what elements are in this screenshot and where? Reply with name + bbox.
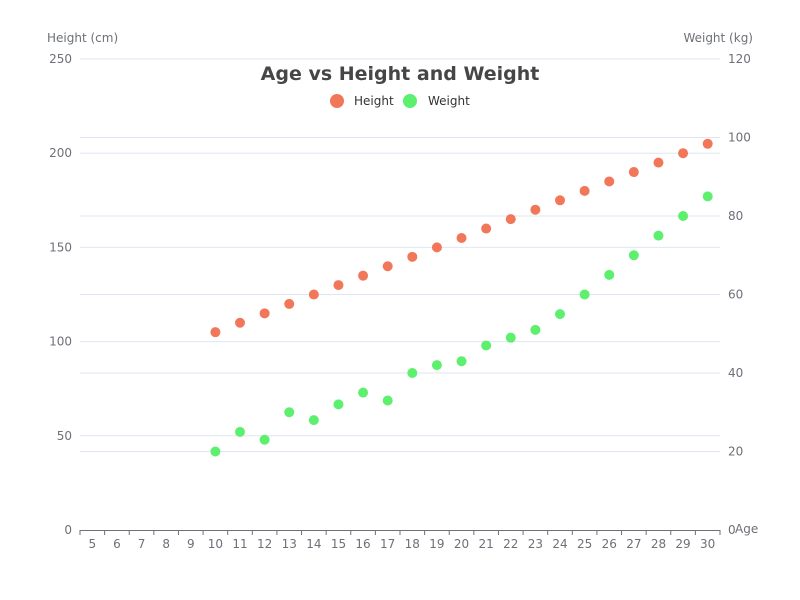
x-tick-label: 12 [257,537,272,551]
x-tick-label: 9 [187,537,195,551]
point-weight [259,434,270,445]
point-height [456,232,467,243]
x-tick-label: 19 [429,537,444,551]
y-right-tick-label: 60 [728,288,743,302]
point-weight [382,395,393,406]
point-height [407,251,418,262]
x-tick-label: 14 [306,537,321,551]
legend-label-weight: Weight [428,94,470,108]
point-weight [555,309,565,320]
legend-item-weight[interactable]: Weight [403,94,470,108]
point-weight [358,387,369,398]
x-tick-label: 8 [162,537,170,551]
y-left-tick-label: 250 [49,52,72,66]
chart-title: Age vs Height and Weight [261,63,540,85]
point-weight [604,269,615,280]
point-weight [628,250,639,261]
point-weight [653,230,664,241]
x-tick-label: 25 [577,537,592,551]
legend-label-height: Height [354,94,394,108]
point-weight [481,340,492,351]
point-height [702,138,713,149]
point-height [530,204,541,215]
y-right-tick-label: 100 [728,131,751,145]
x-tick-label: 18 [405,537,420,551]
x-tick-label: 13 [282,537,297,551]
point-height [235,317,245,328]
y-left-tick-label: 0 [64,523,72,537]
y-left-tick-label: 150 [49,240,72,254]
x-tick-label: 7 [138,537,146,551]
data-points [210,138,713,457]
y-left-tick-label: 50 [57,429,72,443]
x-tick-label: 26 [602,537,617,551]
x-tick-label: 30 [700,537,715,551]
point-height [358,270,369,281]
point-height [284,298,295,309]
point-weight [407,368,418,378]
point-weight [333,399,344,410]
y-right-tick-label: 120 [728,52,751,66]
y-right-tick-label: 40 [728,366,743,380]
legend-marker-weight [403,94,417,108]
point-weight [284,407,295,418]
point-height [210,327,221,338]
x-tick-label: 22 [503,537,518,551]
y-axis-left-label: Height (cm) [47,31,118,45]
point-height [431,242,442,253]
x-tick-label: 11 [232,537,247,551]
legend-item-height[interactable]: Height [330,94,394,108]
point-height [579,185,590,196]
point-weight [678,211,689,221]
x-tick-label: 10 [208,537,223,551]
y-right-tick-label: 0 [728,523,736,537]
x-tick-label: 23 [528,537,543,551]
x-tick-label: 6 [113,537,121,551]
point-height [653,157,664,168]
point-weight [431,360,442,371]
x-tick-label: 21 [479,537,494,551]
point-height [333,280,344,291]
x-tick-label: 20 [454,537,469,551]
point-weight [235,426,245,437]
grid-lines [80,58,720,452]
x-tick-label: 27 [626,537,641,551]
x-tick-label: 17 [380,537,395,551]
legend: Height Weight [330,94,470,108]
y-right-tick-label: 20 [728,445,743,459]
point-weight [702,191,713,202]
point-height [604,176,615,187]
x-tick-label: 5 [88,537,96,551]
y-axis-right-label: Weight (kg) [683,31,753,45]
point-height [481,223,492,234]
point-weight [456,356,467,367]
point-weight [210,446,221,457]
point-weight [505,332,516,343]
point-height [382,261,393,272]
point-height [308,289,319,300]
point-weight [530,324,541,335]
x-tick-label: 15 [331,537,346,551]
point-height [678,148,689,159]
x-tick-label: 29 [675,537,690,551]
point-height [505,214,516,225]
point-height [259,308,270,319]
x-tick-label: 28 [651,537,666,551]
point-weight [579,289,590,300]
y-left-tick-label: 200 [49,146,72,160]
x-tick-label: 24 [552,537,567,551]
y-right-tick-label: 80 [728,209,743,223]
axes: 5 6 7 8 9 10 11 12 13 14 15 16 17 18 19 20 21 22 23 24 25 26 2… [49,52,751,551]
point-height [555,195,565,206]
point-weight [308,415,319,426]
point-height [628,167,639,178]
legend-marker-height [330,94,344,108]
x-tick-label: 16 [355,537,370,551]
y-left-tick-label: 100 [49,335,72,349]
x-axis-label: Age [735,522,758,536]
